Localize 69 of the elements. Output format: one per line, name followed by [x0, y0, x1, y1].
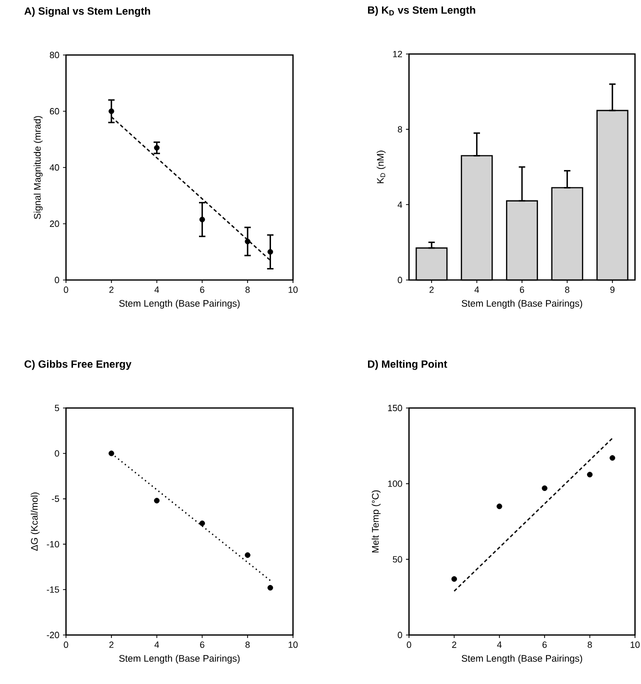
x-tick-label: 6	[200, 286, 204, 293]
x-tick-label: 2	[109, 642, 114, 648]
x-tick-label: 8	[588, 642, 592, 648]
point	[108, 450, 114, 456]
point	[496, 504, 502, 510]
x-tick-label: 0	[406, 642, 412, 648]
y-axis-title: Signal Magnitude (mrad)	[34, 116, 43, 220]
y-tick-label: 12	[393, 50, 402, 58]
point	[267, 584, 274, 591]
x-axis-title: Stem Length (Base Pairings)	[119, 300, 240, 309]
y-tick-label: 0	[54, 276, 60, 284]
y-tick-label: 60	[50, 108, 60, 114]
y-tick-label: -20	[46, 632, 60, 638]
point	[244, 238, 250, 244]
point	[154, 498, 160, 504]
point	[587, 472, 593, 478]
chart-title: A) Signal vs Stem Length	[24, 7, 150, 17]
x-tick-label: 2	[109, 286, 114, 293]
point	[199, 520, 205, 526]
x-axis-title: Stem Length (Base Pairings)	[462, 300, 582, 309]
x-tick-label: 0	[64, 642, 68, 648]
point	[154, 145, 160, 151]
y-tick-label: 5	[54, 404, 60, 412]
x-tick-label: 6	[200, 642, 204, 648]
x-tick-label: 8	[245, 642, 250, 648]
x-tick-label: 6	[520, 286, 524, 293]
point	[542, 485, 548, 492]
x-tick-label: 10	[630, 642, 640, 648]
x-tick-label: 9	[610, 286, 614, 293]
point	[451, 576, 457, 582]
y-tick-label: 20	[50, 220, 60, 227]
y-axis-title: Melt Temp (°C)	[372, 490, 381, 552]
point	[244, 552, 250, 558]
x-axis-title: Stem Length (Base Pairings)	[462, 654, 582, 664]
y-tick-label: -10	[46, 541, 60, 548]
chart-title: D) Melting Point	[368, 360, 448, 370]
point	[610, 455, 616, 461]
x-tick-label: 4	[154, 642, 160, 648]
y-tick-label: 0	[398, 276, 402, 284]
x-tick-label: 10	[288, 286, 298, 293]
x-tick-label: 2	[452, 642, 456, 648]
y-tick-label: 4	[398, 202, 402, 208]
point	[108, 108, 114, 114]
y-tick-label: 80	[50, 52, 60, 58]
y-tick-label: -5	[52, 496, 60, 502]
x-tick-label: 8	[565, 286, 570, 293]
point	[199, 216, 205, 222]
chart-title: B) K$_{D}$ vs Stem Length	[368, 6, 476, 16]
y-tick-label: 50	[392, 556, 402, 563]
x-tick-label: 4	[154, 286, 160, 293]
x-axis-title: Stem Length (Base Pairings)	[119, 654, 240, 664]
x-tick-label: 2	[430, 286, 434, 293]
x-tick-label: 0	[64, 286, 68, 293]
x-tick-label: 6	[542, 642, 547, 648]
y-tick-label: 0	[398, 632, 402, 638]
point	[267, 249, 274, 255]
x-tick-label: 4	[497, 642, 502, 648]
x-tick-label: 8	[245, 286, 250, 293]
chart-title: C) Gibbs Free Energy	[24, 360, 132, 370]
y-tick-label: 150	[388, 404, 402, 412]
y-tick-label: 0	[54, 450, 60, 457]
y-tick-label: 100	[388, 480, 402, 487]
y-tick-label: -15	[46, 586, 60, 593]
y-tick-label: 8	[398, 126, 402, 133]
y-tick-label: 40	[50, 164, 60, 171]
x-tick-label: 4	[474, 286, 480, 293]
y-axis-title: ΔG (Kcal/mol)	[30, 492, 40, 551]
y-axis-title: K$_{D}$ (nM)	[376, 150, 386, 184]
x-tick-label: 10	[288, 642, 298, 648]
